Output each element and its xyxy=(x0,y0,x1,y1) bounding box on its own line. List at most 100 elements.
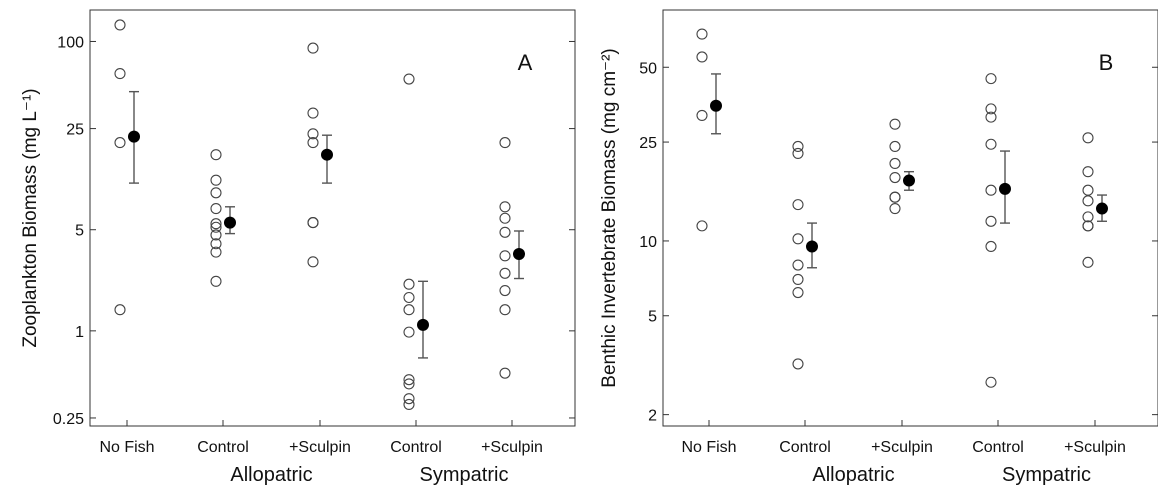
observation-point xyxy=(985,73,997,85)
x-category-label: Control xyxy=(197,439,249,456)
observation-point xyxy=(210,246,222,258)
y-axis-title: Benthic Invertebrate Biomass (mg cm⁻²) xyxy=(599,48,620,387)
x-group-label: Allopatric xyxy=(812,464,894,486)
mean-point xyxy=(513,247,525,260)
y-tick-label: 1 xyxy=(75,324,84,341)
observation-point xyxy=(1082,166,1094,178)
data-points xyxy=(696,28,1094,388)
observation-point xyxy=(792,140,804,153)
y-tick-label: 25 xyxy=(639,135,657,152)
observation-point xyxy=(499,367,511,379)
mean-markers xyxy=(710,99,1108,253)
observation-point xyxy=(1082,256,1094,268)
mean-markers xyxy=(128,130,525,331)
observation-point xyxy=(985,111,997,123)
y-tick-label: 0.25 xyxy=(53,411,84,428)
observation-point xyxy=(792,273,804,285)
mean-point xyxy=(999,182,1011,195)
observation-point xyxy=(307,42,319,54)
y-tick-label: 5 xyxy=(648,309,657,326)
y-tick-label: 2 xyxy=(648,408,657,425)
observation-point xyxy=(889,203,901,215)
observation-point xyxy=(1082,132,1094,144)
observation-point xyxy=(403,398,415,410)
panel-letter: A xyxy=(518,50,533,75)
observation-point xyxy=(403,393,415,405)
y-axis-title: Zooplankton Biomass (mg L⁻¹) xyxy=(20,88,41,347)
observation-point xyxy=(1082,184,1094,196)
observation-point xyxy=(114,137,126,149)
x-category-label: +Sculpin xyxy=(481,439,543,456)
error-bars xyxy=(711,73,1107,269)
mean-point xyxy=(128,130,140,143)
observation-point xyxy=(307,128,319,140)
observation-point xyxy=(499,267,511,279)
observation-point xyxy=(403,291,415,304)
observation-point xyxy=(210,149,222,161)
observation-point xyxy=(307,256,319,268)
observation-point xyxy=(403,304,415,316)
observation-point xyxy=(985,184,997,196)
observation-point xyxy=(403,374,415,386)
y-axis: 0.25 1 5 25 100 xyxy=(53,34,575,428)
observation-point xyxy=(889,118,901,130)
observation-point xyxy=(499,212,511,224)
observation-point xyxy=(403,378,415,390)
observation-point xyxy=(696,28,708,40)
observation-point xyxy=(210,229,222,241)
observation-point xyxy=(1082,220,1094,232)
observation-point xyxy=(499,304,511,316)
x-category-label: Control xyxy=(779,439,831,456)
observation-point xyxy=(792,147,804,159)
observation-point xyxy=(114,304,126,316)
observation-point xyxy=(696,220,708,232)
observation-point xyxy=(210,221,222,233)
mean-point xyxy=(224,216,236,229)
observation-point xyxy=(696,109,708,121)
y-tick-label: 50 xyxy=(639,60,657,77)
observation-point xyxy=(499,201,511,213)
data-points xyxy=(114,19,511,410)
observation-point xyxy=(210,238,222,250)
mean-point xyxy=(1096,202,1108,215)
panel-a: 0.25 1 5 25 100 No Fish Control +Sculpin Contro… xyxy=(20,9,576,486)
observation-point xyxy=(889,171,901,184)
mean-point xyxy=(903,174,915,187)
observation-point xyxy=(403,73,415,85)
observation-point xyxy=(792,286,804,299)
x-category-label: Control xyxy=(390,439,442,456)
observation-point xyxy=(114,68,126,80)
observation-point xyxy=(210,174,222,186)
error-bars xyxy=(129,90,524,359)
x-category-label: +Sculpin xyxy=(871,439,933,456)
observation-point xyxy=(210,203,222,215)
observation-point xyxy=(403,278,415,290)
x-group-label: Allopatric xyxy=(230,464,312,486)
observation-point xyxy=(889,140,901,153)
observation-point xyxy=(403,326,415,338)
x-group-label: Sympatric xyxy=(1002,464,1091,486)
x-group-label: Sympatric xyxy=(420,464,509,486)
observation-point xyxy=(792,233,804,245)
x-category-label: No Fish xyxy=(99,439,154,456)
x-axis-categories: No Fish Control +Sculpin Control +Sculpin All… xyxy=(681,420,1126,486)
observation-point xyxy=(889,191,901,203)
observation-point xyxy=(792,199,804,211)
plot-frame xyxy=(89,9,576,427)
observation-point xyxy=(307,137,319,149)
y-tick-label: 10 xyxy=(639,234,657,251)
mean-point xyxy=(417,318,429,331)
observation-point xyxy=(792,358,804,370)
observation-point xyxy=(792,259,804,271)
y-tick-label: 100 xyxy=(57,34,84,51)
x-category-label: Control xyxy=(972,439,1024,456)
x-axis-categories: No Fish Control +Sculpin Control +Sculpin All… xyxy=(99,420,543,486)
x-category-label: +Sculpin xyxy=(289,439,351,456)
panel-letter: B xyxy=(1099,50,1114,75)
mean-point xyxy=(321,148,333,161)
observation-point xyxy=(985,376,997,388)
observation-point xyxy=(1082,195,1094,207)
observation-point xyxy=(985,103,997,115)
